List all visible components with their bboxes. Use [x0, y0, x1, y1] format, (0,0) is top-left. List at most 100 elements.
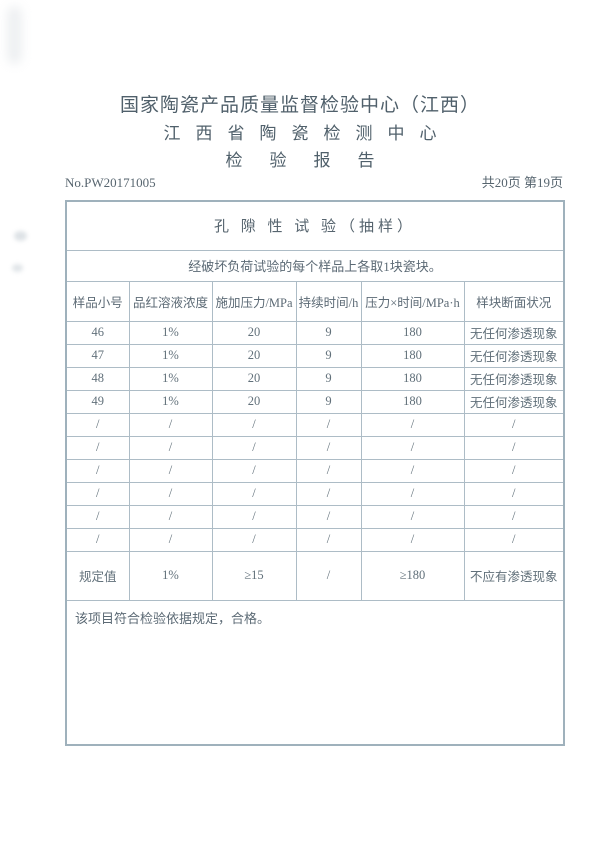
- page-indicator: 共20页 第19页: [481, 175, 563, 190]
- conclusion-row: 该项目符合检验依据规定，合格。: [65, 599, 565, 746]
- table-head: 孔 隙 性 试 验（抽样） 经破坏负荷试验的每个样品上各取1块瓷块。 样品小号 …: [65, 200, 565, 322]
- table-cell: /: [463, 481, 565, 506]
- table-cell: /: [295, 481, 362, 506]
- table-header-row: 样品小号 品红溶液浓度 施加压力/MPa 持续时间/h 压力×时间/MPa·h …: [65, 280, 565, 322]
- table-cell: 20: [211, 320, 297, 345]
- report-title: 检验报告: [225, 151, 402, 170]
- table-cell: 20: [211, 343, 297, 368]
- table-cell: 1%: [128, 320, 213, 345]
- test-result-table: 孔 隙 性 试 验（抽样） 经破坏负荷试验的每个样品上各取1块瓷块。 样品小号 …: [65, 200, 566, 746]
- table-row: / / / / / /: [65, 458, 565, 483]
- table-cell: 49: [65, 389, 130, 414]
- sampling-note: 经破坏负荷试验的每个样品上各取1块瓷块。: [65, 249, 565, 282]
- table-cell: 无任何渗透现象: [463, 320, 565, 345]
- table-row: 47 1% 20 9 180 无任何渗透现象: [65, 343, 565, 368]
- table-cell: /: [65, 435, 130, 460]
- table-foot: 规定值 1% ≥15 / ≥180 不应有渗透现象 该项目符合检验依据规定，合格…: [65, 550, 565, 746]
- table-cell: 1%: [128, 343, 213, 368]
- spec-cell: 不应有渗透现象: [463, 550, 565, 601]
- col-header-section-condition: 样块断面状况: [463, 280, 565, 322]
- table-cell: /: [295, 412, 362, 437]
- table-body: 46 1% 20 9 180 无任何渗透现象 47 1% 20 9 180 无任何渗透现象 48 1% 20…: [65, 320, 565, 552]
- report-number: No.PW20171005: [65, 175, 156, 190]
- scan-smudge: [7, 6, 22, 64]
- table-cell: 20: [211, 366, 297, 391]
- col-header-pressure: 施加压力/MPa: [211, 280, 297, 322]
- table-cell: 9: [295, 366, 362, 391]
- section-title: 孔 隙 性 试 验（抽样）: [65, 200, 565, 251]
- spec-cell: 1%: [128, 550, 213, 601]
- conclusion-text: 该项目符合检验依据规定，合格。: [65, 599, 565, 746]
- table-cell: /: [128, 412, 213, 437]
- org-title: 国家陶瓷产品质量监督检验中心（江西）: [119, 95, 480, 116]
- table-cell: /: [463, 412, 565, 437]
- table-cell: 9: [295, 343, 362, 368]
- scan-smudge: [12, 264, 23, 272]
- table-cell: 9: [295, 389, 362, 414]
- table-cell: 180: [360, 343, 465, 368]
- table-row: / / / / / /: [65, 504, 565, 529]
- table-cell: /: [463, 527, 565, 552]
- table-row: 49 1% 20 9 180 无任何渗透现象: [65, 389, 565, 414]
- table-cell: /: [463, 435, 565, 460]
- table-cell: /: [463, 458, 565, 483]
- table-row: / / / / / /: [65, 527, 565, 552]
- table-cell: 无任何渗透现象: [463, 343, 565, 368]
- table-cell: /: [128, 481, 213, 506]
- col-header-pressure-time: 压力×时间/MPa·h: [360, 280, 465, 322]
- table-cell: /: [360, 458, 465, 483]
- table-cell: 1%: [128, 389, 213, 414]
- table-cell: 47: [65, 343, 130, 368]
- table-cell: /: [128, 527, 213, 552]
- table-cell: 9: [295, 320, 362, 345]
- table-cell: /: [128, 504, 213, 529]
- table-cell: /: [360, 504, 465, 529]
- table-cell: 无任何渗透现象: [463, 366, 565, 391]
- center-title: 江西省陶瓷检测中心: [163, 124, 452, 143]
- table-cell: /: [295, 527, 362, 552]
- table-cell: 180: [360, 366, 465, 391]
- spec-cell: 规定值: [65, 550, 130, 601]
- sampling-note-row: 经破坏负荷试验的每个样品上各取1块瓷块。: [65, 249, 565, 282]
- table-cell: /: [211, 435, 297, 460]
- table-cell: /: [211, 458, 297, 483]
- table-cell: 无任何渗透现象: [463, 389, 565, 414]
- table-cell: /: [360, 481, 465, 506]
- col-header-solution: 品红溶液浓度: [128, 280, 213, 322]
- table-cell: /: [128, 458, 213, 483]
- spec-cell: ≥180: [360, 550, 465, 601]
- table-cell: /: [360, 527, 465, 552]
- table-cell: /: [295, 458, 362, 483]
- table-cell: /: [65, 412, 130, 437]
- meta-row: No.PW20171005 共20页 第19页: [65, 172, 563, 191]
- table-cell: /: [65, 504, 130, 529]
- table-row: / / / / / /: [65, 481, 565, 506]
- table-cell: 20: [211, 389, 297, 414]
- table-cell: /: [211, 527, 297, 552]
- table-cell: /: [360, 435, 465, 460]
- table-cell: /: [360, 412, 465, 437]
- table-row: 48 1% 20 9 180 无任何渗透现象: [65, 366, 565, 391]
- spec-value-row: 规定值 1% ≥15 / ≥180 不应有渗透现象: [65, 550, 565, 601]
- table-row: / / / / / /: [65, 412, 565, 437]
- table-cell: /: [295, 504, 362, 529]
- table-cell: /: [295, 435, 362, 460]
- table-cell: /: [211, 481, 297, 506]
- table-cell: /: [65, 481, 130, 506]
- table-row: / / / / / /: [65, 435, 565, 460]
- table-cell: /: [128, 435, 213, 460]
- table-cell: 48: [65, 366, 130, 391]
- table-cell: /: [463, 504, 565, 529]
- spec-cell: ≥15: [211, 550, 297, 601]
- section-title-row: 孔 隙 性 试 验（抽样）: [65, 200, 565, 251]
- table-cell: /: [65, 458, 130, 483]
- table-cell: 46: [65, 320, 130, 345]
- table-cell: /: [65, 527, 130, 552]
- table-cell: /: [211, 504, 297, 529]
- spec-cell: /: [295, 550, 362, 601]
- table-cell: 180: [360, 320, 465, 345]
- col-header-sample-no: 样品小号: [65, 280, 130, 322]
- scan-smudge: [14, 231, 27, 241]
- col-header-duration: 持续时间/h: [295, 280, 362, 322]
